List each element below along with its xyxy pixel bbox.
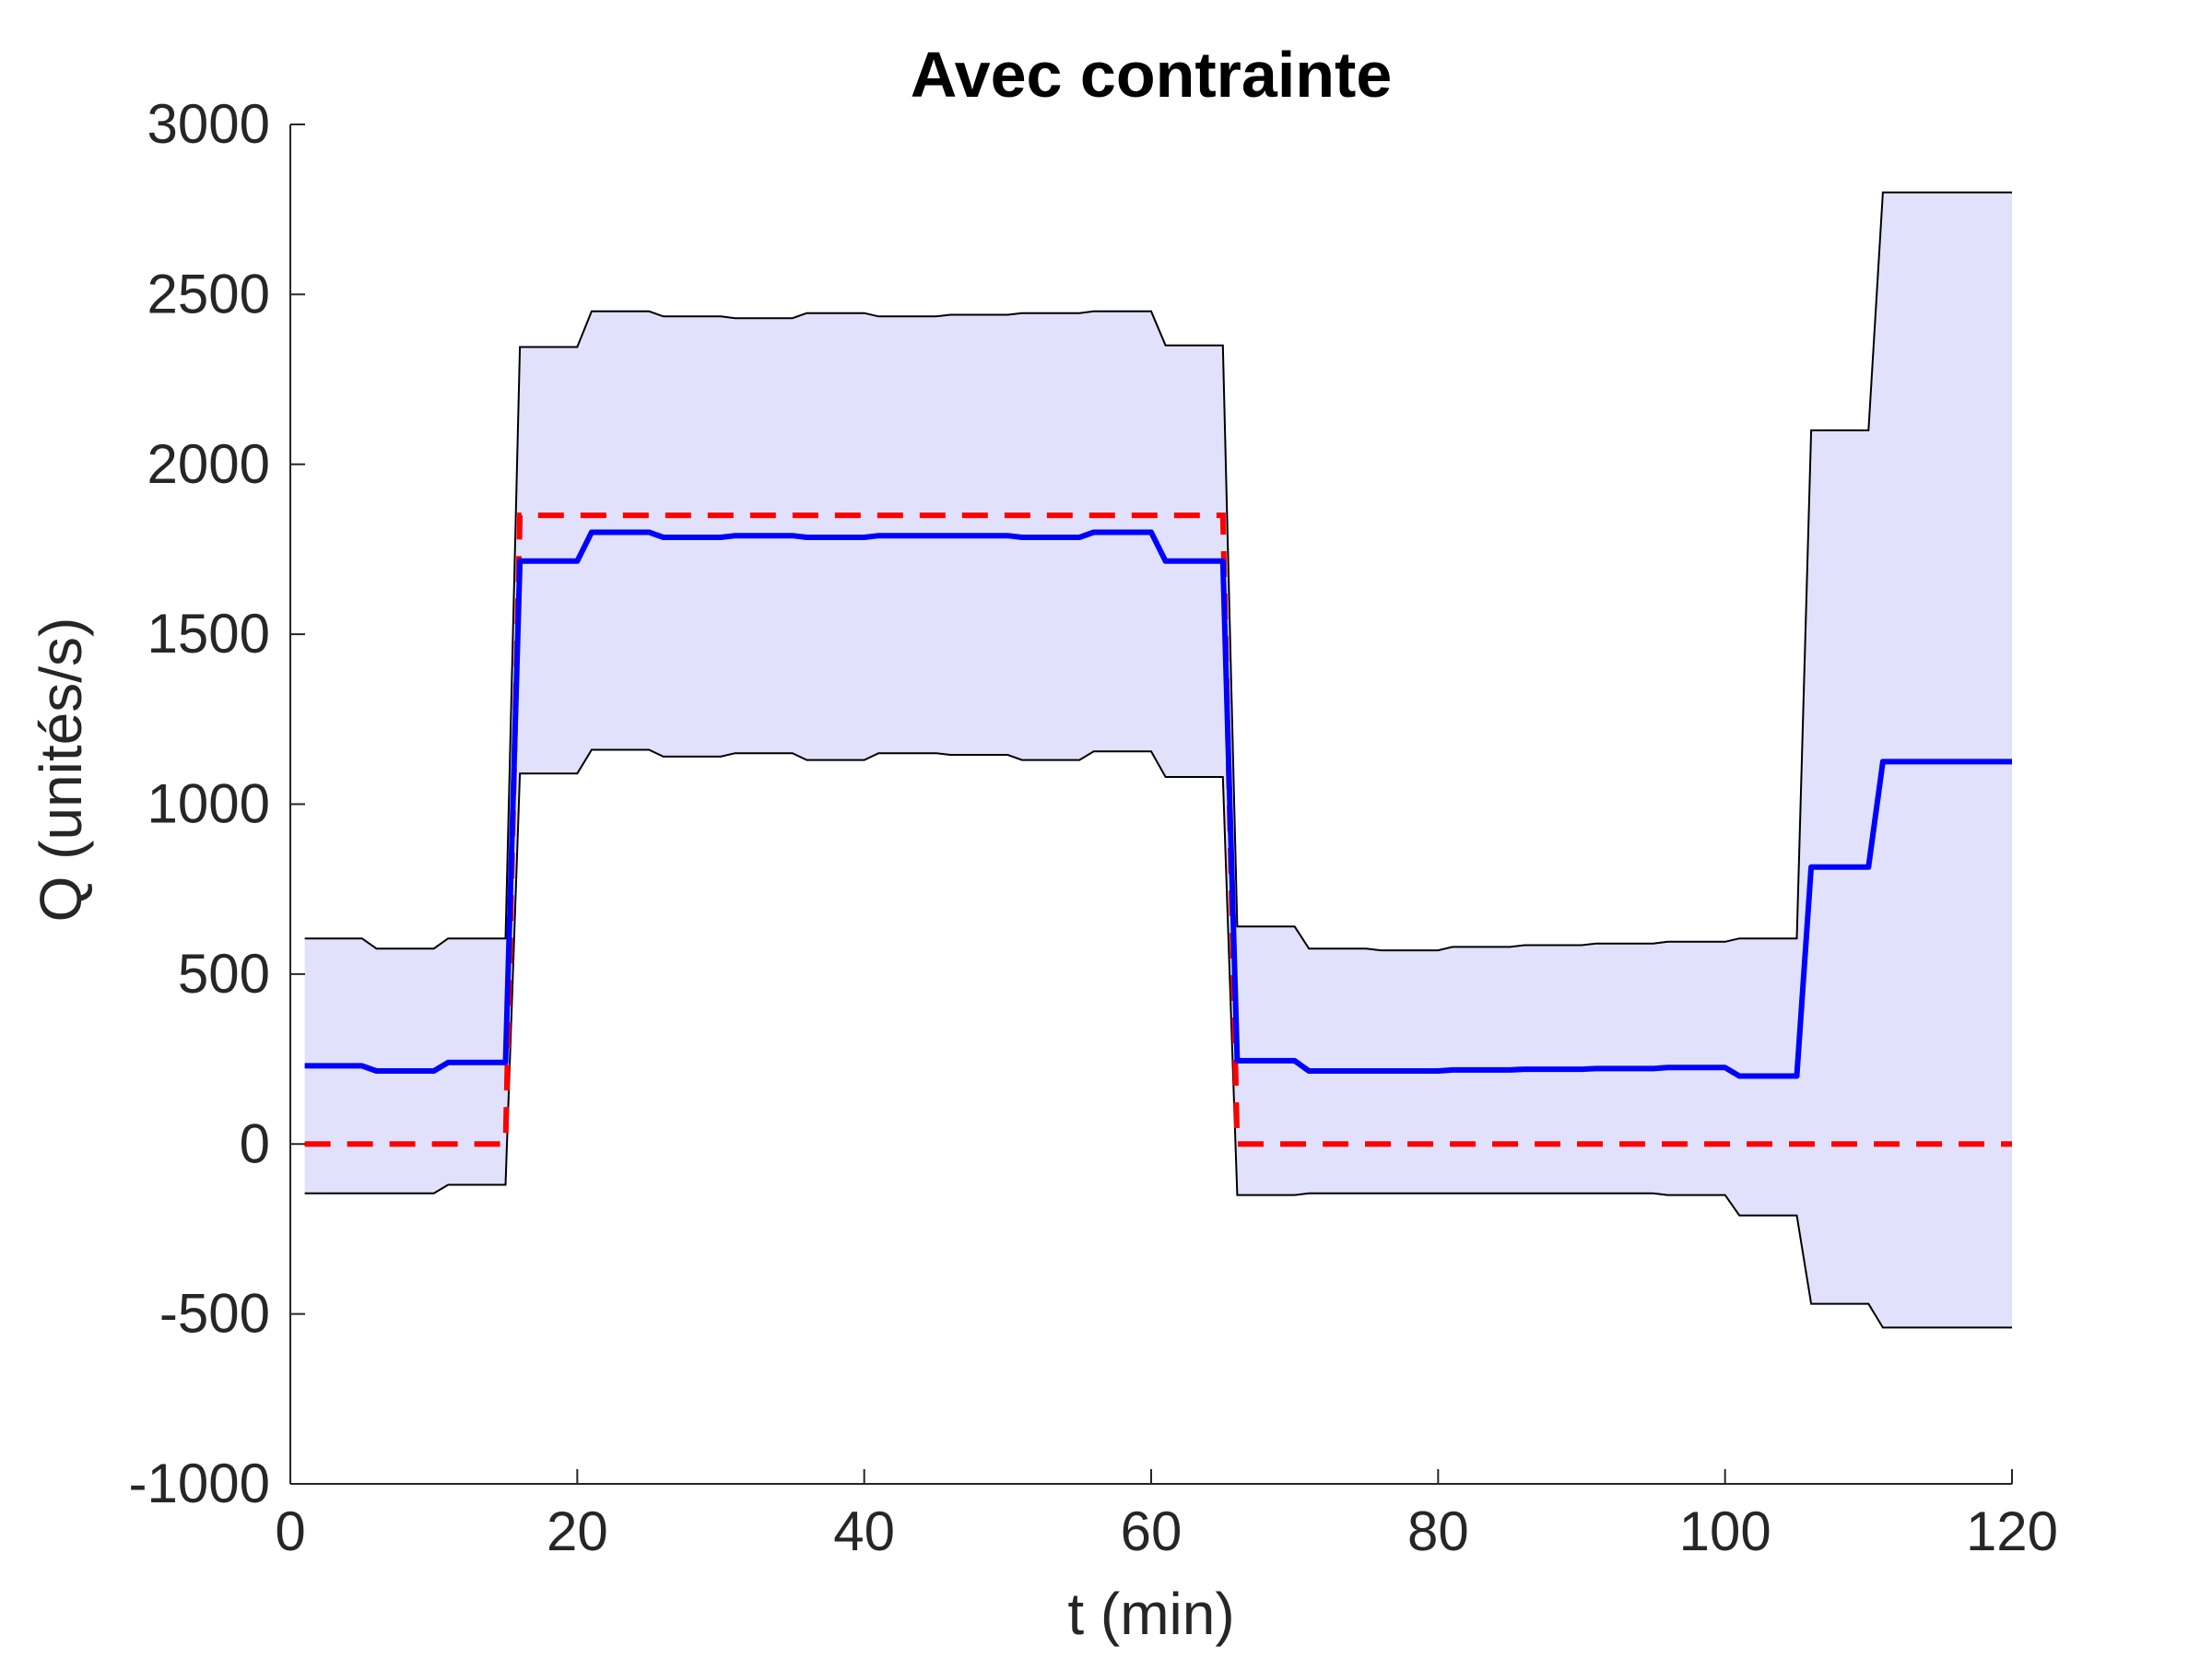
y-tick-label: 2500 xyxy=(147,263,270,324)
y-tick-label: 2000 xyxy=(147,433,270,495)
x-tick-label: 80 xyxy=(1407,1500,1469,1562)
y-tick-label: -500 xyxy=(159,1283,270,1345)
y-tick-label: 1500 xyxy=(147,603,270,665)
x-tick-label: 40 xyxy=(833,1500,895,1562)
y-tick-label: 3000 xyxy=(147,93,270,155)
y-tick-label: 1000 xyxy=(147,773,270,835)
axes: 0 20 40 60 80 100 120 -1000 -500 0 500 1000 1500 200… xyxy=(129,93,2059,1562)
y-ticks: -1000 -500 0 500 1000 1500 2000 2500 3000 xyxy=(129,93,305,1514)
plot-area xyxy=(304,191,2013,1329)
x-tick-label: 100 xyxy=(1679,1500,1771,1562)
band-upper-edge xyxy=(304,191,2012,952)
y-tick-label: 0 xyxy=(240,1112,270,1174)
series-line-estimate xyxy=(304,529,2012,1079)
x-axis-label: t (min) xyxy=(1067,1581,1234,1647)
y-axis-label: Q (unités/s) xyxy=(28,618,94,923)
x-tick-label: 0 xyxy=(275,1500,305,1562)
y-tick-label: -1000 xyxy=(129,1453,270,1514)
confidence-band xyxy=(304,192,2013,1328)
x-tick-label: 60 xyxy=(1121,1500,1182,1562)
y-tick-label: 500 xyxy=(178,943,270,1005)
x-tick-label: 20 xyxy=(547,1500,608,1562)
x-tick-label: 120 xyxy=(1966,1500,2058,1562)
chart-title: Avec contrainte xyxy=(911,39,1393,111)
series-line-reference xyxy=(304,512,2012,1147)
x-ticks: 0 20 40 60 80 100 120 xyxy=(275,1469,2058,1562)
band-lower-edge xyxy=(304,748,2012,1329)
